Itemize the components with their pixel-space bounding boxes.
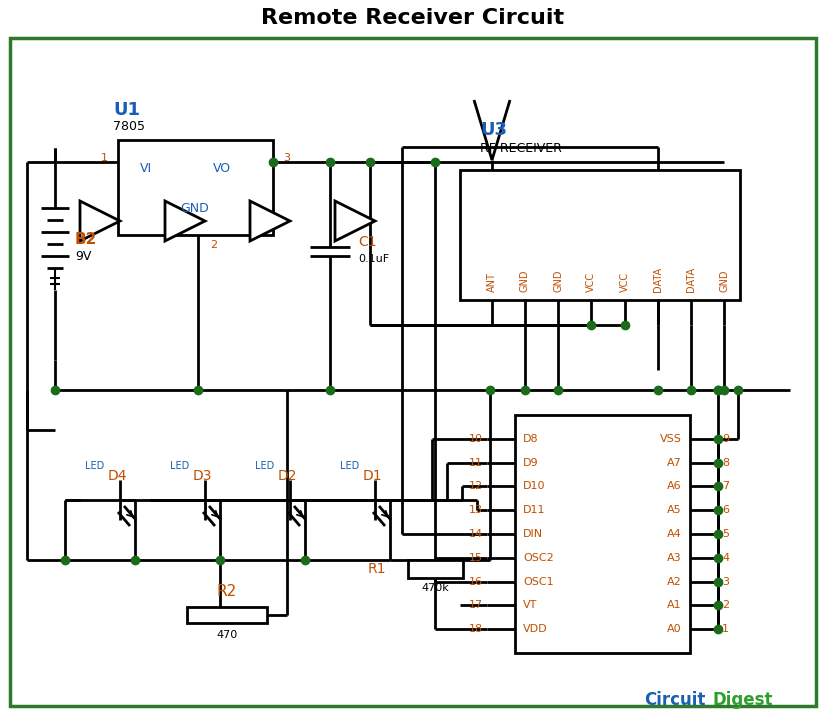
Text: VI: VI — [140, 162, 152, 174]
Text: C1: C1 — [358, 235, 377, 249]
Text: A4: A4 — [667, 529, 682, 539]
Text: U1: U1 — [113, 101, 140, 119]
Polygon shape — [165, 201, 205, 241]
Text: D3: D3 — [193, 469, 212, 483]
Text: 14: 14 — [469, 529, 483, 539]
Text: 15: 15 — [469, 553, 483, 563]
Text: GND: GND — [553, 270, 563, 292]
Bar — [408, 559, 463, 578]
Bar — [118, 140, 273, 235]
Text: U3: U3 — [480, 121, 507, 139]
Text: A3: A3 — [667, 553, 682, 563]
Text: 17: 17 — [469, 601, 483, 611]
Text: A5: A5 — [667, 505, 682, 516]
Text: 6: 6 — [722, 505, 729, 516]
Text: OSC2: OSC2 — [523, 553, 553, 563]
Polygon shape — [335, 201, 375, 241]
Text: LED: LED — [340, 461, 359, 471]
Text: 11: 11 — [469, 458, 483, 468]
Text: A7: A7 — [667, 458, 682, 468]
Polygon shape — [250, 201, 290, 241]
Text: 8: 8 — [722, 458, 729, 468]
Text: ANT: ANT — [487, 272, 497, 292]
Text: GND: GND — [719, 270, 729, 292]
Text: R1: R1 — [368, 562, 386, 575]
Text: DATA: DATA — [653, 267, 663, 292]
Text: 2: 2 — [210, 240, 217, 250]
Text: D11: D11 — [523, 505, 545, 516]
Bar — [460, 170, 740, 300]
Text: 10: 10 — [469, 434, 483, 444]
Text: 13: 13 — [469, 505, 483, 516]
Text: D4: D4 — [108, 469, 127, 483]
Text: 1: 1 — [101, 153, 108, 163]
Text: D8: D8 — [523, 434, 539, 444]
Text: 7805: 7805 — [113, 120, 145, 133]
Text: A6: A6 — [667, 482, 682, 492]
Text: 470k: 470k — [421, 583, 449, 593]
Text: LED: LED — [170, 461, 190, 471]
Text: LED: LED — [255, 461, 274, 471]
Text: VSS: VSS — [660, 434, 682, 444]
Text: A1: A1 — [667, 601, 682, 611]
Text: DATA: DATA — [686, 267, 696, 292]
Text: Circuit: Circuit — [644, 691, 705, 709]
Text: OSC1: OSC1 — [523, 577, 553, 587]
Text: RF RECEIVER: RF RECEIVER — [480, 141, 562, 154]
Text: 470: 470 — [216, 630, 238, 640]
Text: VT: VT — [523, 601, 538, 611]
Text: 2: 2 — [722, 601, 729, 611]
Text: A2: A2 — [667, 577, 682, 587]
Text: B2: B2 — [75, 232, 97, 247]
Text: 0.1uF: 0.1uF — [358, 254, 389, 264]
Text: Remote Receiver Circuit: Remote Receiver Circuit — [262, 8, 564, 28]
Text: D2: D2 — [278, 469, 297, 483]
Text: 9V: 9V — [75, 249, 92, 262]
Text: 3: 3 — [722, 577, 729, 587]
Text: GND: GND — [181, 201, 209, 215]
Text: VDD: VDD — [523, 624, 548, 634]
Text: 5: 5 — [722, 529, 729, 539]
Text: 1: 1 — [722, 624, 729, 634]
Text: VCC: VCC — [586, 272, 596, 292]
Text: 18: 18 — [469, 624, 483, 634]
Text: A0: A0 — [667, 624, 682, 634]
Text: 9: 9 — [722, 434, 729, 444]
Polygon shape — [80, 201, 120, 241]
Text: Digest: Digest — [712, 691, 772, 709]
Text: 4: 4 — [722, 553, 729, 563]
Text: VO: VO — [213, 162, 231, 174]
Text: VCC: VCC — [620, 272, 630, 292]
Text: R2: R2 — [217, 583, 237, 598]
Text: D10: D10 — [523, 482, 545, 492]
Text: DIN: DIN — [523, 529, 544, 539]
Text: 3: 3 — [283, 153, 290, 163]
Text: 7: 7 — [722, 482, 729, 492]
Text: GND: GND — [520, 270, 530, 292]
Text: 16: 16 — [469, 577, 483, 587]
Text: D9: D9 — [523, 458, 539, 468]
Text: 12: 12 — [469, 482, 483, 492]
Text: D1: D1 — [363, 469, 382, 483]
Bar — [187, 607, 267, 623]
Bar — [515, 415, 690, 653]
Text: LED: LED — [85, 461, 105, 471]
